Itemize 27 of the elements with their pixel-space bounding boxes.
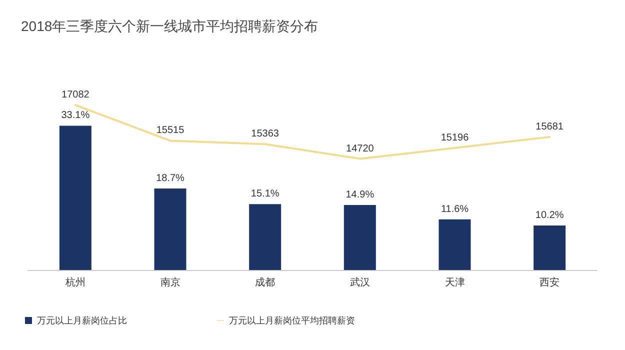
x-tick-label: 西安	[540, 276, 560, 288]
bar	[344, 205, 376, 270]
data-label: 15363	[251, 128, 280, 140]
x-tick-label: 武汉	[350, 276, 370, 288]
bar	[534, 226, 566, 270]
legend-label: 万元以上月薪岗位平均招聘薪资	[229, 316, 355, 326]
chart-title: 2018年三季度六个新一线城市平均招聘薪资分布	[21, 18, 318, 34]
data-label: 11.6%	[440, 204, 469, 215]
data-label: 15681	[536, 121, 564, 132]
data-label: 14.9%	[346, 190, 374, 201]
data-label: 17082	[62, 90, 90, 101]
x-tick-label: 南京	[160, 276, 180, 288]
data-label: 15196	[440, 132, 470, 144]
x-tick-label: 天津	[444, 276, 465, 288]
bar	[438, 219, 471, 270]
data-label: 15.1%	[250, 188, 280, 200]
bar	[249, 204, 282, 270]
data-label: 10.2%	[535, 210, 564, 222]
data-label: 33.1%	[61, 110, 90, 122]
data-label: 15515	[156, 125, 185, 136]
bar	[59, 126, 92, 270]
x-tick-label: 成都	[255, 276, 276, 288]
data-label: 14720	[346, 143, 374, 154]
data-label: 18.7%	[156, 172, 185, 184]
x-tick-label: 杭州	[64, 276, 86, 288]
bar	[154, 188, 186, 270]
legend-label: 万元以上月薪岗位占比	[37, 316, 127, 326]
